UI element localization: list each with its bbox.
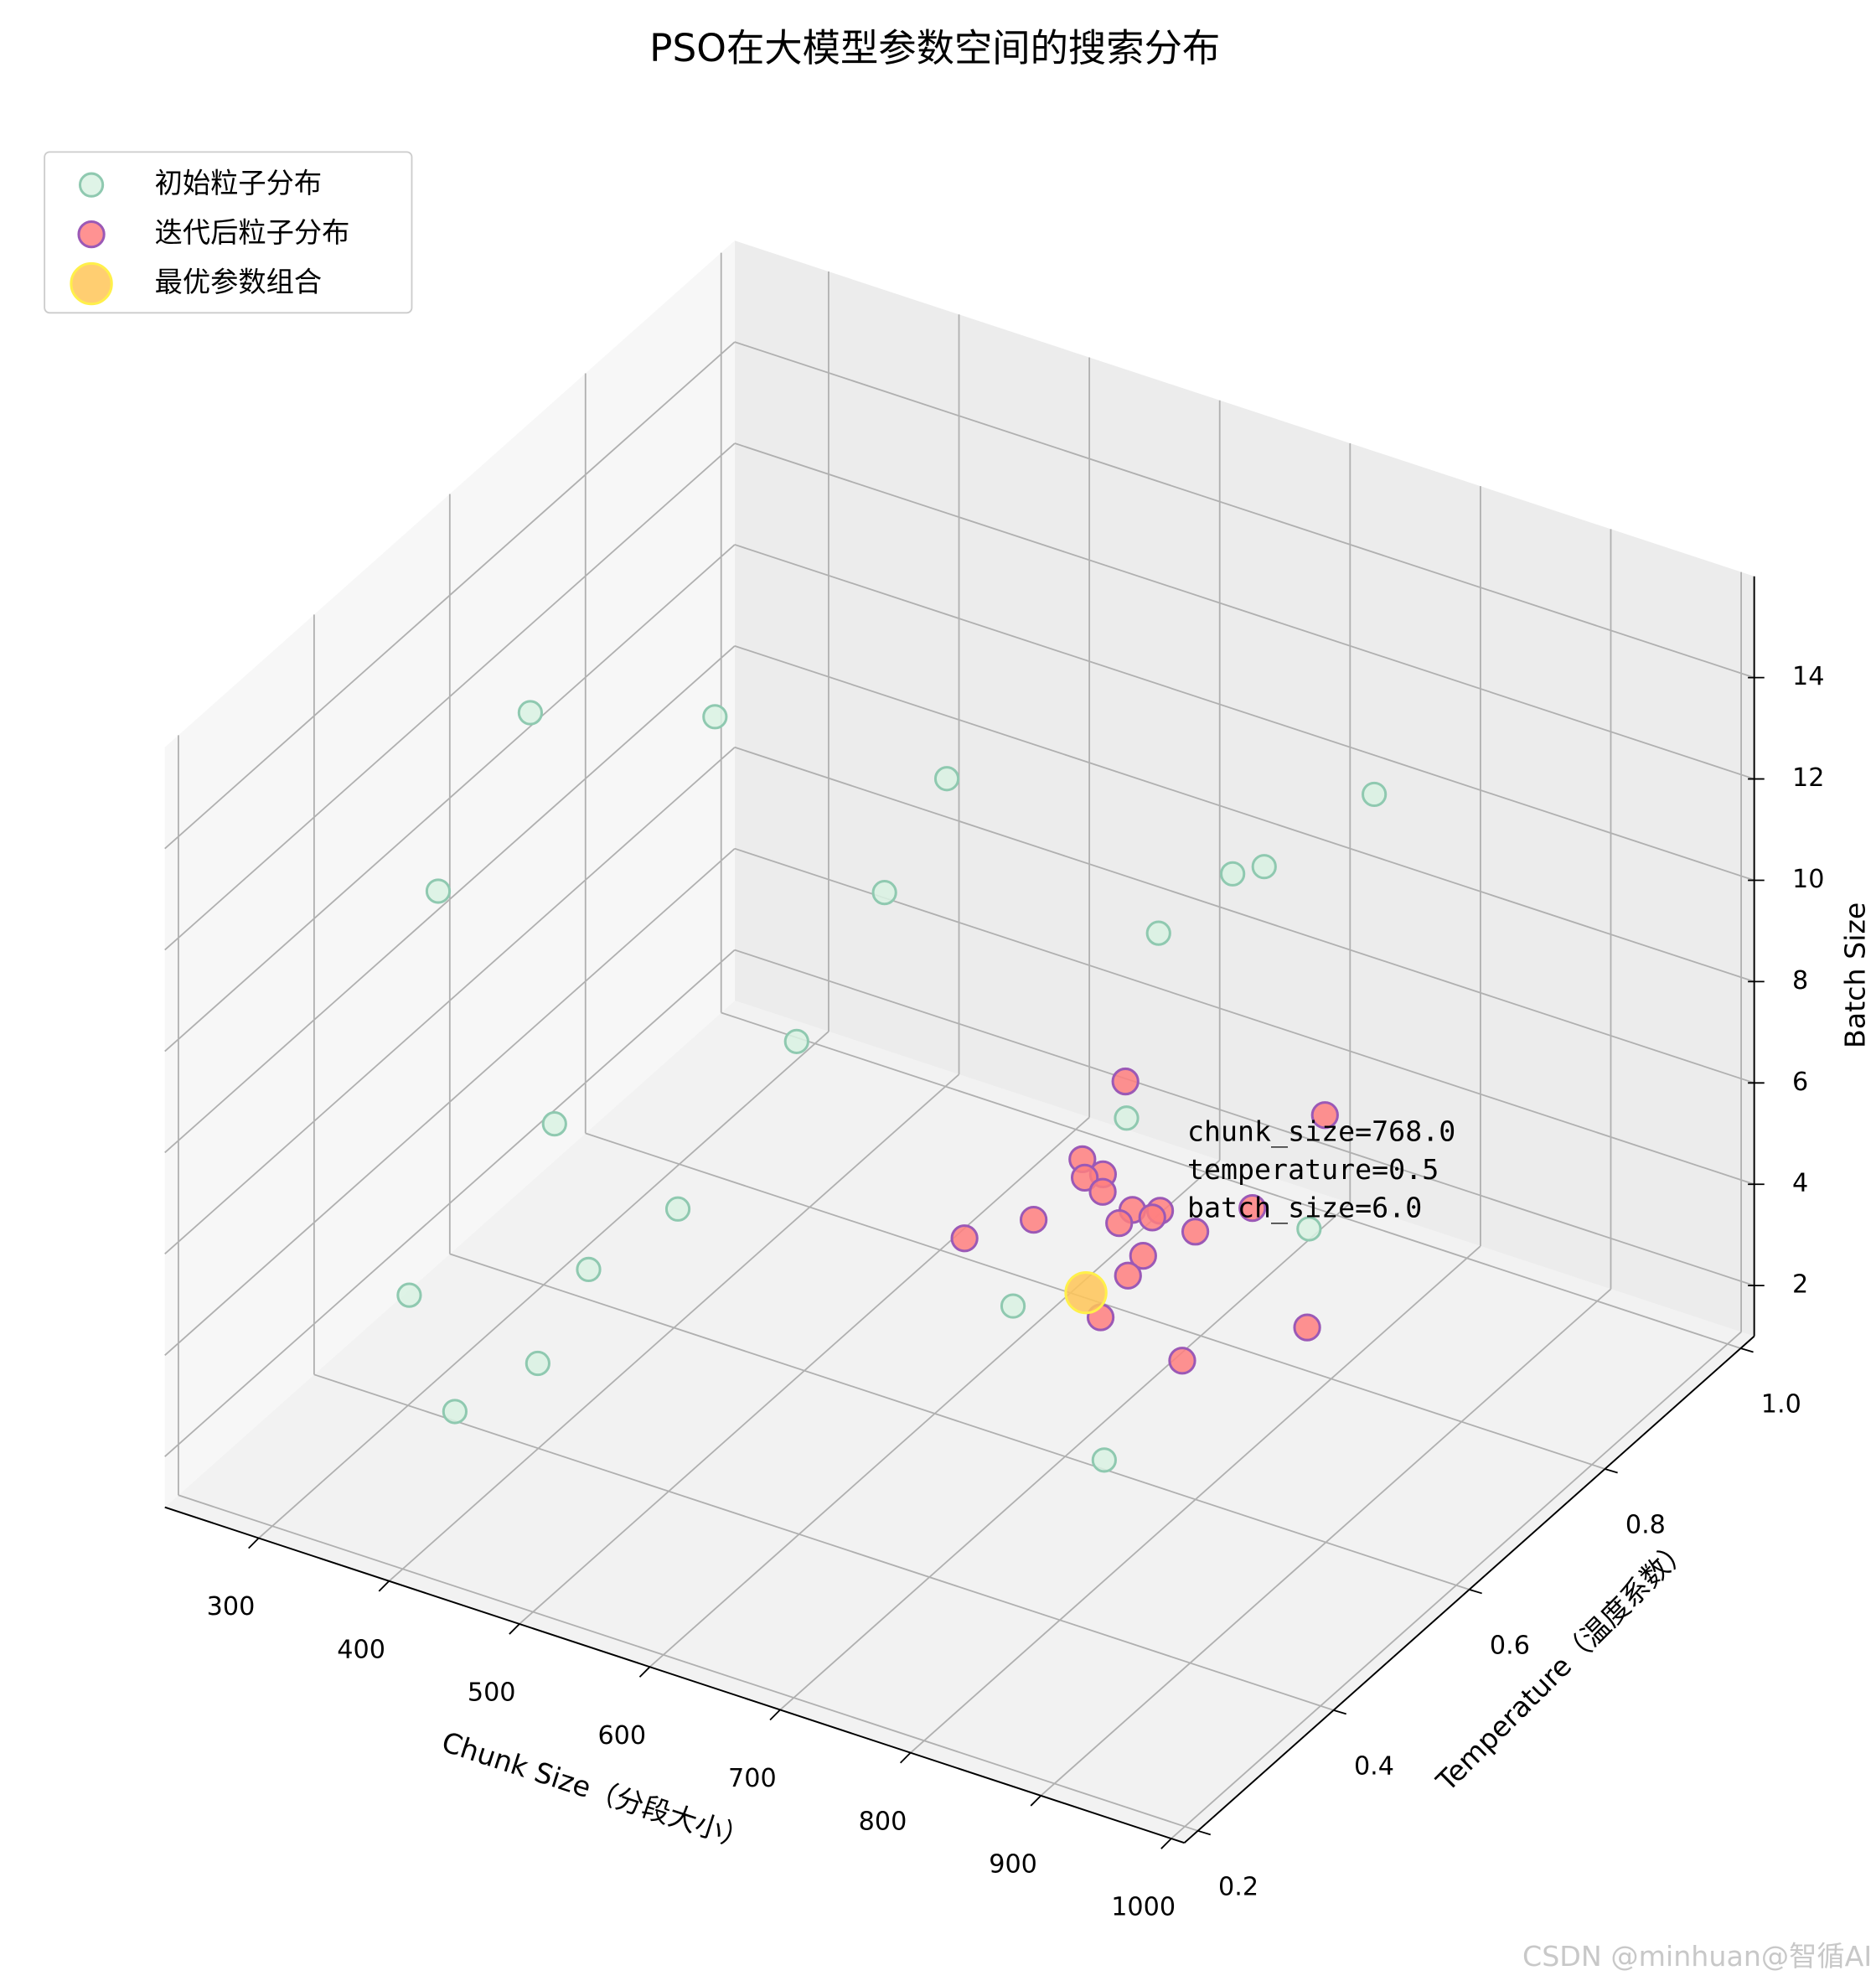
point [950, 1224, 979, 1253]
legend-box [44, 151, 413, 314]
y-tick-label: 0.2 [1218, 1872, 1258, 1901]
point [541, 1111, 567, 1137]
z-axis-label: Batch Size [1839, 902, 1872, 1048]
x-tick [248, 1537, 260, 1549]
grid-line [164, 544, 1755, 1052]
z-tick-label: 4 [1792, 1169, 1808, 1198]
point [1220, 861, 1246, 887]
x-tick [1030, 1795, 1041, 1807]
point [664, 1196, 691, 1222]
grid-line [164, 746, 1755, 1255]
z-tick-label: 14 [1792, 662, 1824, 691]
x-tick [638, 1666, 651, 1678]
point [1293, 1313, 1321, 1342]
point [1088, 1177, 1117, 1206]
point [783, 1028, 809, 1054]
grid-line [164, 847, 1755, 1356]
point [1138, 1203, 1166, 1232]
legend-marker [78, 172, 105, 198]
z-tick-label: 10 [1792, 865, 1824, 894]
grid-line [164, 644, 1755, 1154]
y-tick-label: 0.8 [1625, 1510, 1666, 1539]
point [1362, 781, 1388, 808]
point [517, 700, 544, 726]
point [425, 878, 452, 904]
point [525, 1350, 550, 1377]
legend-marker [70, 261, 113, 306]
y-tick [1469, 1589, 1482, 1595]
point [1111, 1067, 1140, 1096]
z-tick-label: 6 [1792, 1068, 1808, 1097]
point [442, 1399, 468, 1425]
x-tick-label: 1000 [1111, 1893, 1176, 1922]
y-tick [1333, 1709, 1346, 1715]
x-tick [769, 1709, 781, 1721]
point [1071, 1163, 1099, 1192]
annotation: chunk_size=768.0 [1187, 1115, 1455, 1149]
x-axis-label: Chunk Size（分段大小） [438, 1725, 754, 1856]
y-tick [1605, 1468, 1618, 1474]
x-tick [509, 1623, 520, 1635]
x-tick-label: 800 [859, 1807, 907, 1836]
point [1000, 1293, 1026, 1319]
x-tick [378, 1580, 390, 1592]
grid-line [448, 494, 1470, 1590]
x-tick-label: 300 [207, 1592, 256, 1621]
point [1296, 1216, 1322, 1242]
legend-label: 最优参数组合 [155, 266, 323, 298]
y-tick [1740, 1347, 1754, 1353]
grid-line [178, 735, 1198, 1832]
point [1181, 1218, 1210, 1246]
point [1310, 1101, 1339, 1130]
point [871, 880, 897, 906]
x-tick-label: 500 [468, 1678, 516, 1708]
point [1168, 1347, 1196, 1375]
point [1238, 1194, 1267, 1223]
back-pane [734, 240, 1755, 1337]
y-tick-label: 1.0 [1761, 1390, 1801, 1420]
x-tick [1160, 1838, 1172, 1849]
legend-label: 迭代后粒子分布 [155, 216, 350, 249]
grid-line [313, 614, 1334, 1711]
point [933, 766, 960, 792]
x-axis [164, 1506, 1185, 1844]
legend-label: 初始粒子分布 [155, 167, 323, 199]
grid-line [164, 341, 1755, 850]
watermark: CSDN @minhuan@智循AI [1522, 1940, 1872, 1973]
y-tick-label: 0.6 [1490, 1631, 1530, 1660]
x-tick-label: 400 [337, 1635, 385, 1664]
point [576, 1256, 602, 1283]
point [1091, 1447, 1117, 1473]
y-axis [1183, 1335, 1755, 1844]
legend-marker [77, 220, 106, 249]
x-tick-label: 600 [597, 1721, 646, 1751]
z-tick-label: 8 [1792, 966, 1808, 996]
chart-title: PSO在大模型参数空间的搜索分布 [649, 26, 1220, 70]
grid-line [164, 442, 1755, 951]
x-tick [900, 1751, 912, 1764]
y-tick-label: 0.4 [1354, 1751, 1394, 1781]
point [1114, 1261, 1142, 1290]
z-tick-label: 2 [1792, 1270, 1808, 1300]
point [1105, 1208, 1134, 1238]
grid-line [720, 252, 1741, 1349]
point [1251, 854, 1277, 880]
point [702, 704, 728, 730]
point [1145, 920, 1171, 946]
point [1020, 1205, 1048, 1234]
point [396, 1282, 422, 1308]
x-tick-label: 900 [989, 1849, 1037, 1879]
x-tick-label: 700 [728, 1764, 777, 1793]
grid-line [164, 949, 1755, 1457]
z-tick-label: 12 [1792, 763, 1824, 793]
annotation: temperature=0.5 [1187, 1153, 1439, 1186]
annotation: batch_size=6.0 [1187, 1191, 1422, 1224]
point [1129, 1242, 1157, 1270]
point [1064, 1270, 1108, 1315]
y-tick [1197, 1829, 1212, 1836]
point [1114, 1105, 1140, 1131]
